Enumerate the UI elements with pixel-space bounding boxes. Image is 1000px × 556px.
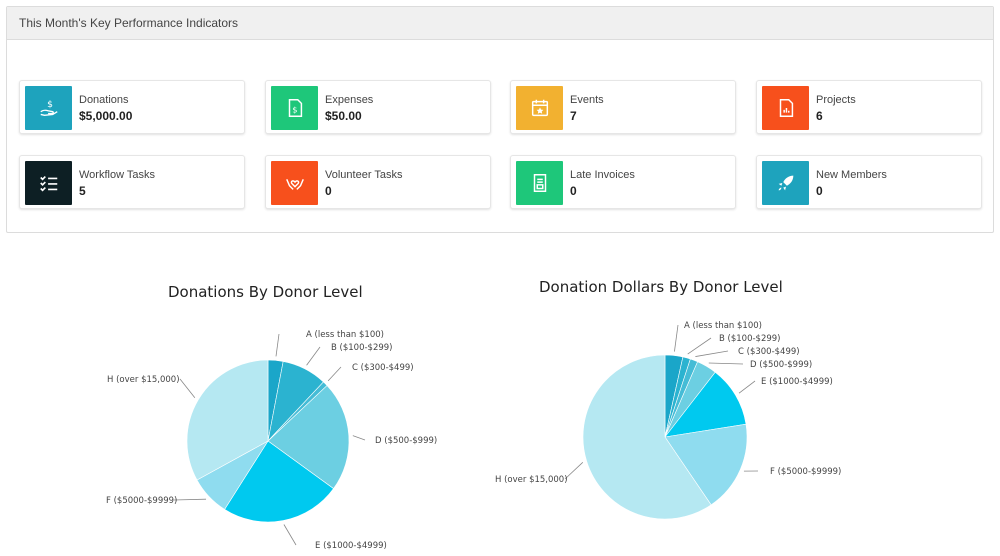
- leader-line: [275, 333, 280, 357]
- kpi-value: $50.00: [325, 109, 362, 123]
- slice-label: C ($300-$499): [352, 363, 414, 373]
- leader-line: [283, 524, 297, 546]
- hand-dollar-icon: $: [25, 86, 72, 130]
- kpi-value: 0: [816, 184, 823, 198]
- slice-label: E ($1000-$4999): [761, 377, 833, 387]
- leader-line: [674, 324, 679, 352]
- invoice-icon: [516, 161, 563, 205]
- pie-slice[interactable]: [186, 359, 269, 481]
- kpi-card-volunteer-tasks[interactable]: Volunteer Tasks 0: [265, 155, 491, 209]
- slice-label: F ($5000-$9999): [106, 496, 177, 506]
- calendar-star-icon: [516, 86, 563, 130]
- kpi-value: 0: [570, 184, 577, 198]
- document-chart-icon: [762, 86, 809, 130]
- pie-slice[interactable]: [664, 423, 748, 506]
- kpi-label: Donations: [79, 94, 129, 106]
- pie-slice[interactable]: [664, 371, 747, 438]
- kpi-label: Workflow Tasks: [79, 169, 156, 181]
- kpi-card-late-invoices[interactable]: Late Invoices 0: [510, 155, 736, 209]
- leader-line: [687, 337, 712, 355]
- kpi-card-donations[interactable]: $ Donations $5,000.00: [19, 80, 245, 134]
- leader-line: [179, 378, 196, 398]
- slice-label: H (over $15,000): [495, 475, 568, 485]
- panel-title: This Month's Key Performance Indicators: [7, 7, 993, 40]
- chart-title-donations-by-level: Donations By Donor Level: [168, 283, 363, 301]
- slice-label: A (less than $100): [306, 330, 384, 340]
- kpi-card-expenses[interactable]: $ Expenses $50.00: [265, 80, 491, 134]
- slice-label: A (less than $100): [684, 321, 762, 331]
- kpi-value: 7: [570, 109, 577, 123]
- kpi-label: Events: [570, 94, 604, 106]
- pie-slice[interactable]: [224, 440, 334, 523]
- heart-hands-icon: [271, 161, 318, 205]
- leader-line: [352, 435, 366, 441]
- slice-label: H (over $15,000): [107, 375, 180, 385]
- kpi-value: 5: [79, 184, 86, 198]
- slice-label: E ($1000-$4999): [315, 541, 387, 551]
- kpi-card-workflow-tasks[interactable]: Workflow Tasks 5: [19, 155, 245, 209]
- slice-label: D ($500-$999): [375, 436, 437, 446]
- kpi-label: Volunteer Tasks: [325, 169, 403, 181]
- leader-line: [738, 380, 756, 394]
- receipt-dollar-icon: $: [271, 86, 318, 130]
- leader-line: [695, 350, 729, 357]
- slice-label: B ($100-$299): [331, 343, 393, 353]
- slice-label: D ($500-$999): [750, 360, 812, 370]
- leader-line: [306, 346, 321, 366]
- rocket-icon: [762, 161, 809, 205]
- kpi-value: 0: [325, 184, 332, 198]
- leader-line: [564, 461, 584, 480]
- kpi-value: $5,000.00: [79, 109, 133, 123]
- leader-line: [327, 366, 342, 382]
- slice-label: C ($300-$499): [738, 347, 800, 357]
- checklist-icon: [25, 161, 72, 205]
- chart-title-dollars-by-level: Donation Dollars By Donor Level: [539, 278, 783, 296]
- pie-slice[interactable]: [267, 385, 350, 490]
- kpi-card-new-members[interactable]: New Members 0: [756, 155, 982, 209]
- slice-label: B ($100-$299): [719, 334, 781, 344]
- kpi-value: 6: [816, 109, 823, 123]
- kpi-card-events[interactable]: Events 7: [510, 80, 736, 134]
- leader-line: [708, 362, 744, 365]
- svg-text:$: $: [47, 99, 53, 110]
- kpi-label: Late Invoices: [570, 169, 635, 181]
- kpi-card-projects[interactable]: Projects 6: [756, 80, 982, 134]
- svg-text:$: $: [292, 105, 297, 115]
- kpi-label: New Members: [816, 169, 887, 181]
- pie-slice[interactable]: [582, 354, 712, 520]
- kpi-label: Projects: [816, 94, 856, 106]
- kpi-label: Expenses: [325, 94, 374, 106]
- leader-line: [173, 498, 207, 501]
- slice-label: F ($5000-$9999): [770, 467, 841, 477]
